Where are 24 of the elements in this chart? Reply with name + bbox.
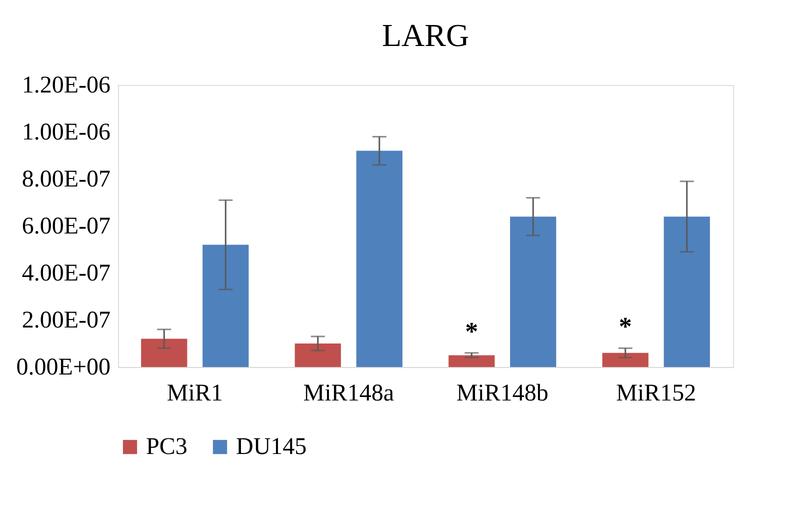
y-tick-label: 8.00E-07 [22,166,110,192]
y-tick-label: 2.00E-07 [22,308,110,334]
bar [356,150,402,367]
x-tick-label: MiR1 [166,380,223,406]
x-tick-label: MiR148b [456,380,548,406]
bar [664,216,710,367]
bar [141,338,188,367]
bar [510,216,556,367]
legend-label: PC3 [146,434,188,460]
bar [202,244,249,367]
bar [448,355,495,367]
bar [294,344,341,367]
bar [602,352,648,367]
y-tick-label: 6.00E-07 [22,214,110,240]
y-tick-label: 4.00E-07 [22,260,110,286]
x-tick-label: MiR148a [303,380,394,406]
x-tick-label: MiR152 [616,380,696,406]
data-label: * [465,316,478,346]
y-tick-label: 1.20E-06 [22,72,110,98]
legend-label: DU145 [236,434,307,460]
y-tick-label: 1.00E-06 [22,120,110,146]
data-label: * [618,312,632,342]
chart-title: LARG [382,17,470,53]
y-tick-label: 0.00E+00 [16,354,110,380]
